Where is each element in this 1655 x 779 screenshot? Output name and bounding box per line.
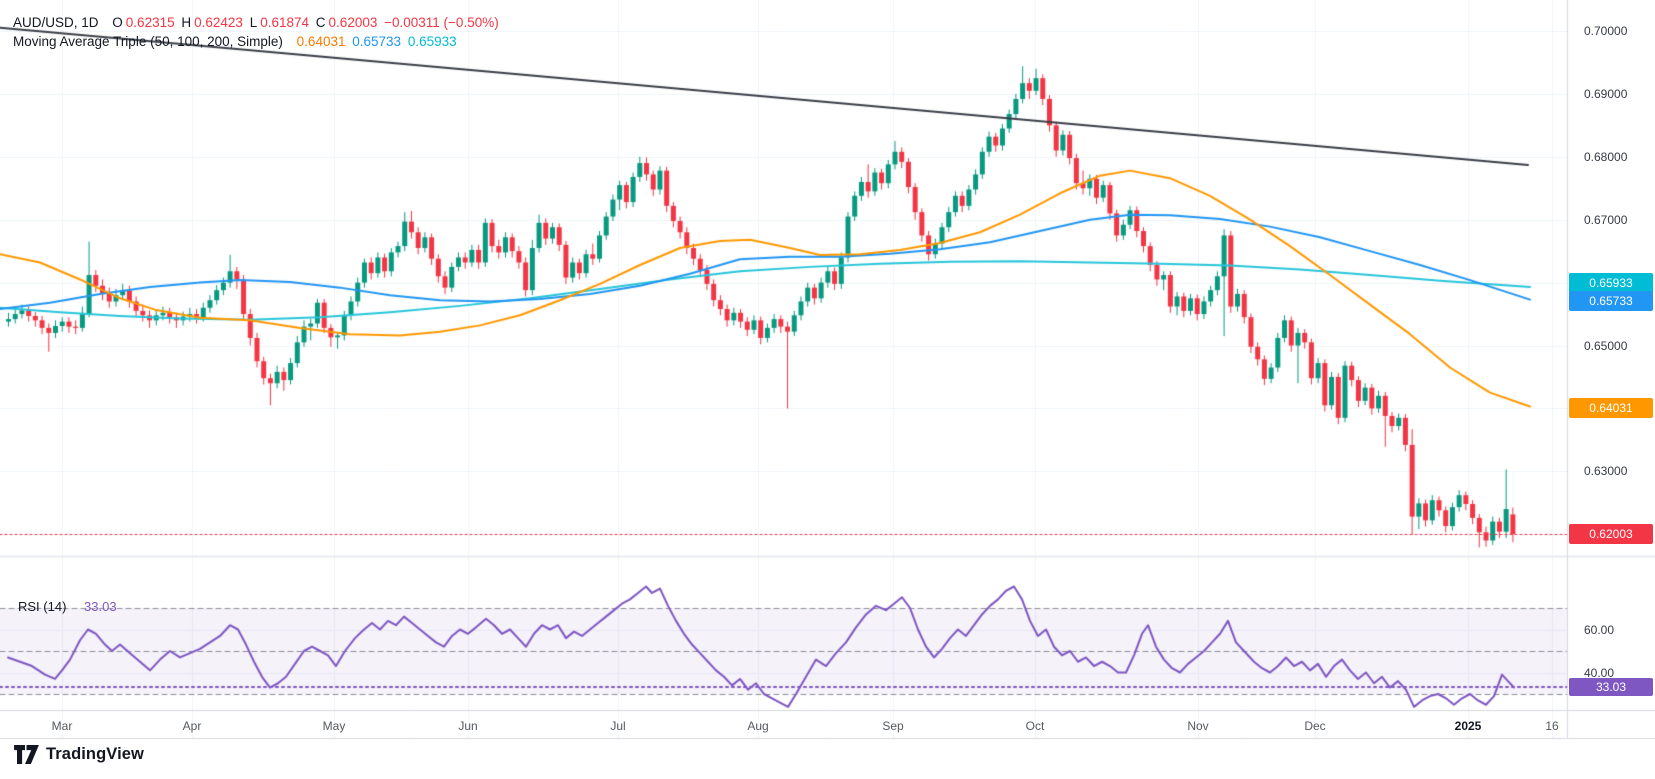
time-axis-month-label: Dec [1304,719,1326,733]
rsi-value: 33.03 [84,599,117,614]
time-axis-month-label: Sep [882,719,904,733]
time-axis-month-label: Jul [610,719,626,733]
symbol-legend-row[interactable]: AUD/USD, 1D O 0.62315 H 0.62423 L 0.61874 C… [13,15,502,30]
ma100-badge: 0.65733 [1569,291,1653,311]
tradingview-logo-icon [14,745,39,764]
time-axis-month-label: Oct [1025,719,1045,733]
time-axis-month-label: 16 [1545,719,1559,733]
rsi-label[interactable]: RSI (14) [18,599,67,614]
time-axis-month-label: Mar [51,719,73,733]
open-value: 0.62315 [125,15,175,30]
rsi-axis-label: 40.00 [1584,665,1615,680]
time-axis-month-label: May [322,719,346,733]
ma50-badge: 0.64031 [1569,398,1653,418]
indicator-legend-row[interactable]: Moving Average Triple (50, 100, 200, Sim… [13,34,460,49]
last-price-badge: 0.62003 [1569,524,1653,544]
symbol-title[interactable]: AUD/USD, 1D [13,15,99,30]
price-axis-label: 0.67000 [1584,212,1628,227]
price-axis-label: 0.65000 [1584,338,1628,353]
ma200-badge: 0.65933 [1569,273,1653,293]
high-label: H [181,15,192,30]
rsi-legend-row[interactable]: RSI (14) 33.03 [18,599,117,614]
time-axis-month-label: Nov [1187,719,1209,733]
ma100-value: 0.65733 [352,34,402,49]
price-axis-label: 0.70000 [1584,24,1628,38]
ma50-value: 0.64031 [296,34,346,49]
price-axis-label: 0.69000 [1584,86,1628,101]
rsi-value-badge: 33.03 [1569,678,1653,697]
time-axis-month-label: Apr [182,719,202,733]
low-value: 0.61874 [260,15,310,30]
open-label: O [112,15,123,30]
time-axis-month-label: Aug [747,719,769,733]
price-axis-label: 0.68000 [1584,149,1628,164]
close-label: C [315,15,326,30]
ma200-value: 0.65933 [407,34,457,49]
high-value: 0.62423 [194,15,243,30]
tradingview-logo[interactable]: TradingView [14,745,144,764]
time-axis-year-label: 2025 [1454,719,1482,733]
change-value: −0.00311 (−0.50%) [384,15,499,30]
price-axis-label: 0.63000 [1584,464,1628,479]
tradingview-logo-text: TradingView [46,745,144,763]
rsi-axis-label: 60.00 [1584,622,1615,637]
low-label: L [249,15,258,30]
indicator-title[interactable]: Moving Average Triple (50, 100, 200, Sim… [13,34,283,49]
close-value: 0.62003 [328,15,378,30]
time-axis-month-label: Jun [458,719,478,733]
